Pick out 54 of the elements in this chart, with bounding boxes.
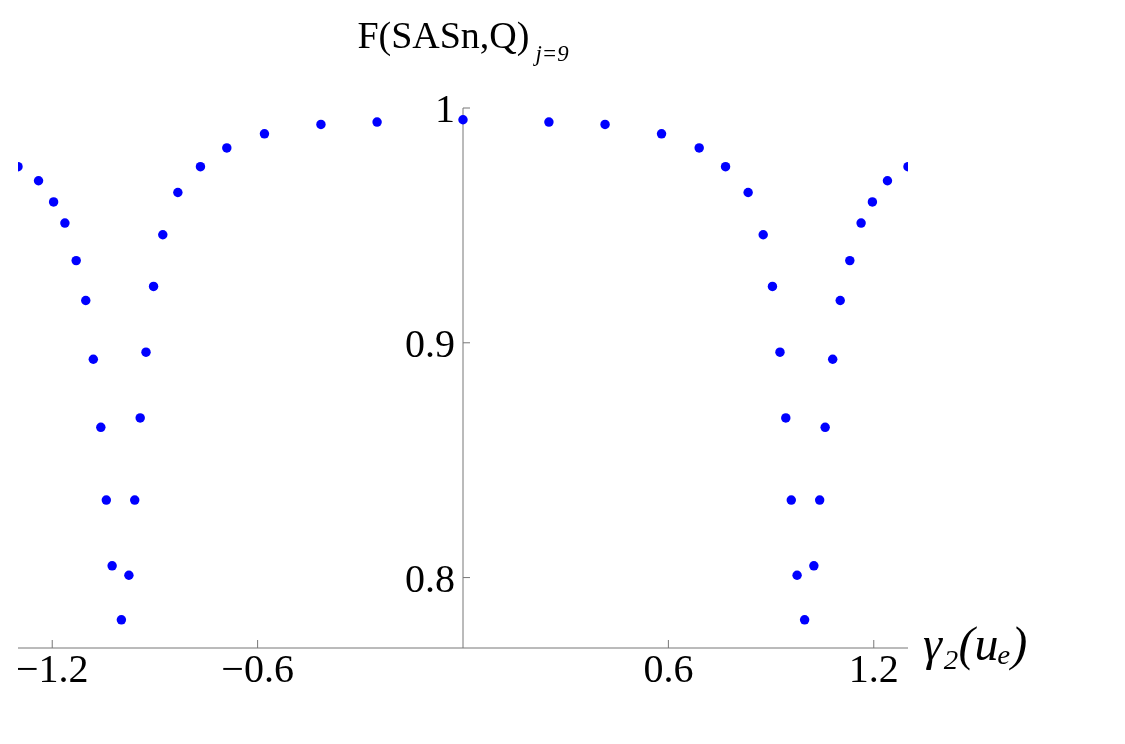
point [107,561,117,571]
point [792,570,802,580]
point [116,615,127,625]
point [781,413,791,423]
point [720,161,731,172]
point [882,176,893,186]
x-tick-label: −1.2 [15,646,89,692]
y-tick-label: 1 [435,86,455,131]
x-axis-title: γ₂(uₑ) [923,617,1028,671]
point [694,143,704,153]
point [88,354,99,364]
point [141,347,151,357]
point [845,255,855,266]
point [372,117,382,127]
point [173,187,183,198]
point [71,255,81,266]
point [544,117,554,127]
point [130,495,140,505]
point [820,422,830,433]
point [222,143,232,153]
point [259,129,270,139]
x-tick-label: 1.2 [848,646,899,692]
point [856,218,866,228]
point [96,422,106,433]
point [60,218,70,228]
point [48,197,59,207]
point [867,197,878,207]
point [799,615,810,625]
point [135,413,145,423]
point [758,230,768,240]
y-tick-label: 0.9 [405,320,455,366]
point [148,281,159,292]
point [827,354,838,364]
point [814,495,825,505]
point [158,230,168,240]
point [316,119,326,130]
point [124,570,134,580]
x-tick-label: −0.6 [221,646,294,692]
point [786,495,796,505]
point [809,561,819,571]
point [458,115,468,125]
point [195,161,206,172]
point [101,495,112,505]
point [656,129,667,139]
point [600,119,610,130]
point [743,187,753,198]
point [33,176,44,186]
point [835,295,845,306]
x-tick-label: 0.6 [643,646,694,692]
point [775,347,785,357]
point [767,281,778,292]
chart-title: F(SASn,Q)$_{j=9}$ [357,14,570,66]
point [81,295,91,306]
y-tick-label: 0.8 [405,555,455,601]
